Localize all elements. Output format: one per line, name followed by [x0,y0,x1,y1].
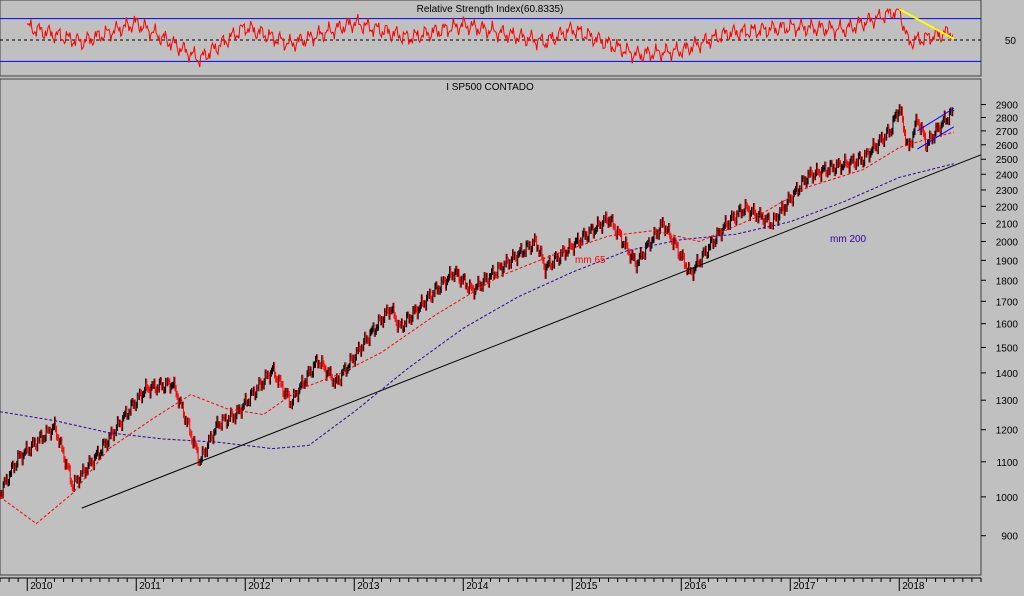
rsi-tick-label: 50 [1005,36,1017,47]
price-tick-label: 2000 [996,237,1019,248]
year-label: 2012 [248,581,271,591]
year-label: 2010 [30,581,53,591]
ma65-label: mm 65 [575,255,606,266]
price-tick-label: 900 [1001,532,1018,543]
year-label: 2015 [575,581,598,591]
price-panel-frame [0,78,982,576]
long-term-trendline [81,154,982,509]
price-tick-label: 2600 [996,141,1019,152]
ma65-line [0,131,954,525]
price-tick-label: 1300 [996,396,1019,407]
price-tick-label: 1900 [996,256,1019,267]
time-axis: 2010 2011 2012 2013 2014 2015 2016 2017 2018 [0,577,982,592]
price-tick-label: 2300 [996,186,1019,197]
price-tick-label: 1400 [996,369,1019,380]
price-tick-label: 2400 [996,170,1019,181]
price-bars [0,104,955,499]
year-label: 2018 [902,581,925,591]
price-tick-label: 1700 [996,297,1019,308]
price-tick-label: 2100 [996,219,1019,230]
rsi-line [26,7,954,68]
rsi-trend-line [898,8,955,40]
price-tick-label: 2900 [996,101,1019,112]
year-label: 2013 [357,581,380,591]
year-label: 2011 [139,581,161,591]
rsi-panel: Relative Strength Index(60.8335) 50 [0,0,1017,77]
ma200-line [0,163,954,450]
channel-upper-line [917,107,955,132]
price-tick-label: 2500 [996,155,1019,166]
price-tick-label: 1200 [996,426,1019,437]
price-tick-label: 1100 [996,458,1018,469]
price-tick-label: 1600 [996,320,1019,331]
price-tick-label: 2700 [996,127,1019,138]
price-tick-label: 1500 [996,343,1019,354]
price-tick-label: 1800 [996,276,1019,287]
price-title: I SP500 CONTADO [446,82,534,93]
channel-lower-line [917,126,955,150]
year-label: 2014 [466,581,489,591]
rsi-title: Relative Strength Index(60.8335) [417,4,564,15]
price-tick-label: 2800 [996,113,1019,124]
price-tick-label: 2200 [996,202,1019,213]
price-axis: 900 1000 1100 1200 1300 1400 1500 1600 1700 1800 1… [981,101,1018,543]
year-label: 2017 [793,581,816,591]
price-tick-label: 1000 [996,493,1019,504]
ma200-label: mm 200 [830,234,867,245]
price-panel: I SP500 CONTADO mm 65 mm 200 900 1000 1100… [0,78,1018,576]
year-label: 2016 [684,581,707,591]
rsi-panel-frame [0,0,982,77]
